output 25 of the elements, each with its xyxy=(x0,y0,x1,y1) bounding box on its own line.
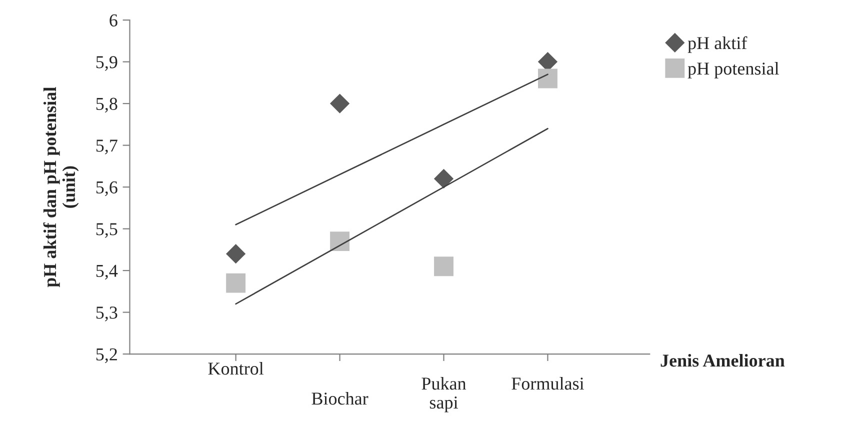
y-tick-label: 5,3 xyxy=(96,306,118,322)
y-tick-label: 5,9 xyxy=(96,56,118,71)
point xyxy=(434,169,454,188)
x-tick-label: Biochar xyxy=(312,392,368,405)
point xyxy=(538,68,558,88)
point xyxy=(226,244,246,264)
x-tick-label: Kontrol xyxy=(208,362,264,375)
x-tick-label: Pukan sapi xyxy=(422,377,466,412)
x-axis-title: Jenis Amelioran xyxy=(660,354,785,367)
y-axis-title: pH aktif dan pH potensial (unit) xyxy=(43,87,79,288)
point xyxy=(330,232,350,252)
y-tick-label: 5,2 xyxy=(96,348,117,364)
y-tick-label: 5,8 xyxy=(96,98,118,113)
x-tick-label: Formulasi xyxy=(512,377,584,390)
legend-label: pH aktif xyxy=(688,36,748,53)
y-tick-label: 5,6 xyxy=(96,181,118,196)
point xyxy=(434,256,454,276)
y-tick-label: 5,4 xyxy=(96,264,118,280)
y-tick-label: 5,5 xyxy=(96,223,118,238)
point xyxy=(226,273,246,293)
line-series xyxy=(235,128,548,305)
point xyxy=(330,94,350,114)
y-tick-label: 6 xyxy=(110,14,118,26)
y-tick-label: 5,7 xyxy=(96,140,118,154)
legend-label: pH potensial xyxy=(688,62,779,78)
